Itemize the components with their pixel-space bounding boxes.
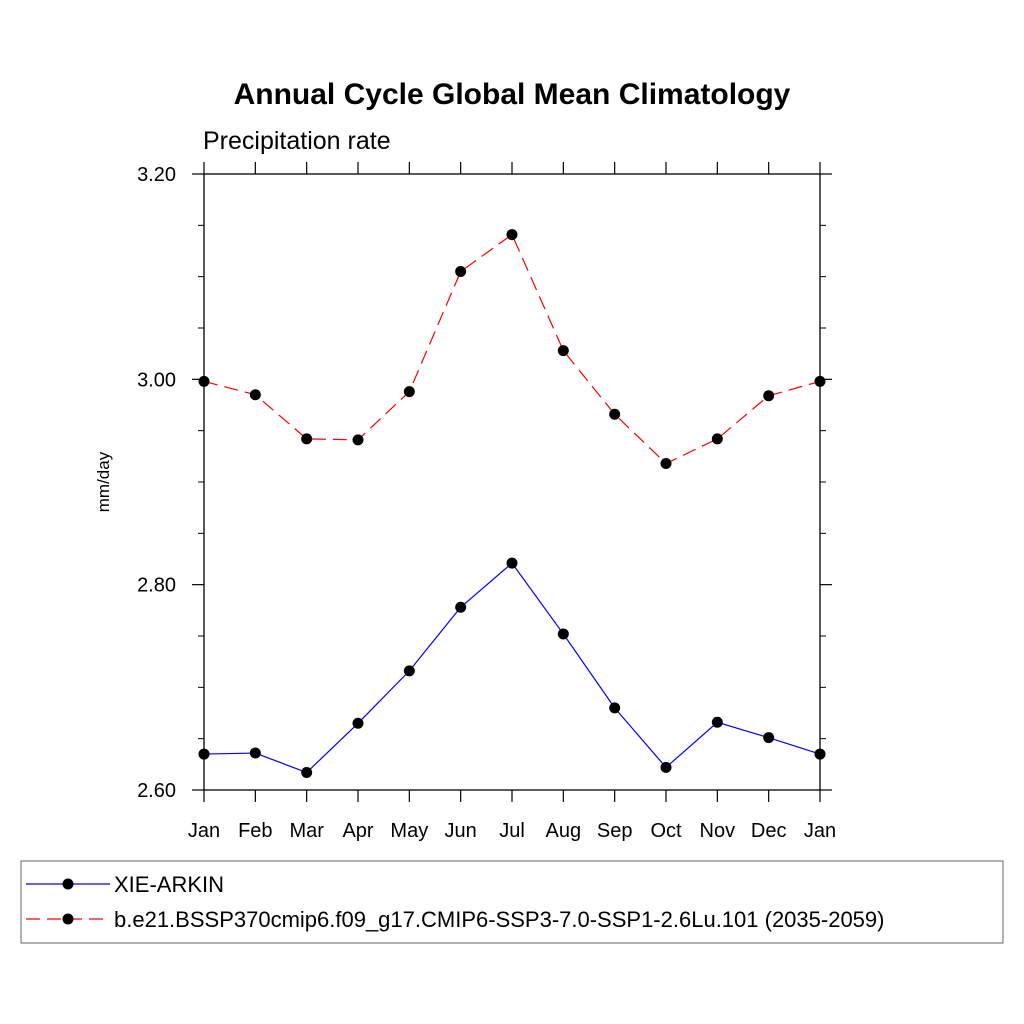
x-tick-label: Jan [804,820,836,842]
data-point [455,601,467,613]
data-point [403,386,415,398]
data-point [301,433,313,445]
x-tick-label: Mar [289,820,324,842]
data-point [249,389,261,401]
x-tick-label: Jul [499,820,525,842]
legend-item-1: XIE-ARKIN [26,872,224,897]
data-point [198,375,210,387]
x-tick-label: Jun [445,820,477,842]
y-tick-label: 3.00 [137,369,176,391]
series-line [203,562,821,774]
legend-marker [62,878,74,890]
y-axis-label: mm/day [94,451,113,512]
data-point [557,628,569,640]
data-point [301,767,313,779]
axis-ticks: Jan Feb Mar Apr May Jun Jul Aug Sep Oct Nov Dec Jan 2… [137,162,836,842]
series-2 [198,229,826,470]
legend-box [20,860,1004,944]
legend-label: b.e21.BSSP370cmip6.f09_g17.CMIP6-SSP3-7.… [114,907,884,932]
x-tick-label: May [390,820,428,842]
chart-title: Annual Cycle Global Mean Climatology [234,78,791,111]
x-tick-label: Jan [188,820,220,842]
data-point [403,665,415,677]
data-point [660,761,672,773]
legend-items: XIE-ARKIN b.e21.BSSP370cmip6.f09_g17.CMIP… [26,872,884,932]
data-point [506,229,518,241]
chart-subtitle: Precipitation rate [203,127,391,155]
data-point [198,748,210,760]
series-layer [198,229,826,779]
series-line [203,233,821,465]
data-point [814,748,826,760]
y-tick-label: 2.80 [137,575,176,597]
x-tick-label: Oct [650,820,682,842]
data-point [506,557,518,569]
y-tick-label: 2.60 [137,780,176,802]
data-point [711,716,723,728]
data-point [763,390,775,402]
legend-label: XIE-ARKIN [114,872,224,897]
data-point [763,732,775,744]
x-tick-label: Aug [546,820,582,842]
data-point [711,433,723,445]
legend-marker [62,913,74,925]
data-point [352,717,364,729]
plot-frame [203,173,821,791]
x-tick-label: Nov [700,820,736,842]
data-point [814,375,826,387]
data-point [249,747,261,759]
series-1 [198,557,826,779]
x-tick-label: Feb [238,820,272,842]
data-point [609,702,621,714]
legend-item-2: b.e21.BSSP370cmip6.f09_g17.CMIP6-SSP3-7.… [26,907,884,932]
x-tick-label: Sep [597,820,633,842]
x-tick-label: Apr [342,820,373,842]
legend: XIE-ARKIN b.e21.BSSP370cmip6.f09_g17.CMIP… [20,860,1004,944]
data-point [557,345,569,357]
x-tick-label: Dec [751,820,787,842]
data-point [455,266,467,278]
data-point [352,434,364,446]
data-point [609,408,621,420]
data-point [660,458,672,470]
y-tick-label: 3.20 [137,164,176,186]
